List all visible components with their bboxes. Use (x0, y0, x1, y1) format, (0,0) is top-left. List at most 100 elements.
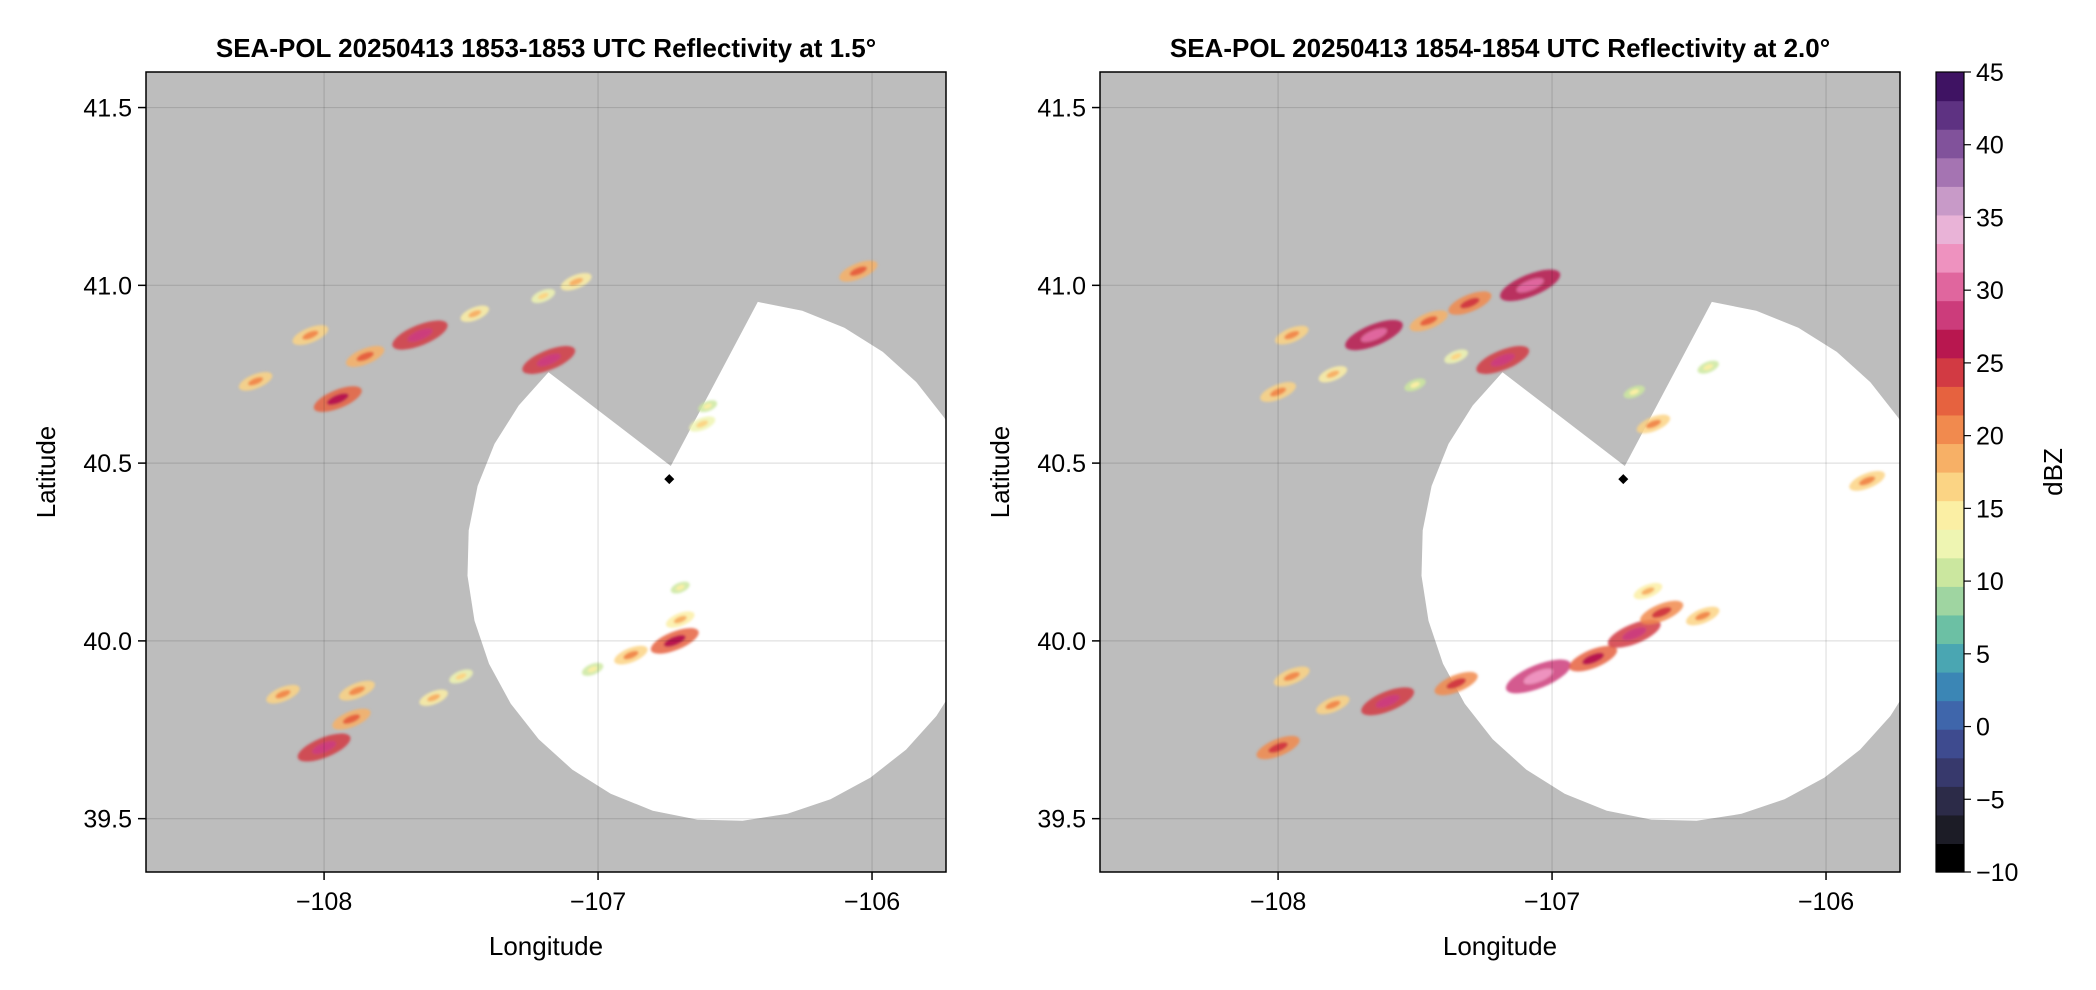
colorbar-swatch (1936, 214, 1964, 245)
colorbar-swatch (1936, 243, 1964, 273)
colorbar-tick-label: 35 (1976, 204, 2004, 232)
right-ticks: −108 −107 −106 39.5 40.0 40.5 41.0 41.5 (1037, 95, 1854, 916)
colorbar-swatch (1936, 414, 1964, 445)
reflectivity-core (673, 615, 687, 624)
reflectivity-core (587, 666, 598, 673)
left-ticks: −108 −107 −106 39.5 40.0 40.5 41.0 41.5 (83, 95, 900, 916)
colorbar-swatch (1936, 814, 1964, 845)
radar-coverage-left (467, 301, 988, 821)
colorbar-swatch (1936, 329, 1964, 359)
colorbar-tick-label: 20 (1976, 423, 2004, 451)
reflectivity-core (696, 420, 709, 428)
reflectivity-core (1523, 668, 1553, 685)
colorbar-tick-label: 5 (1976, 641, 1990, 669)
reflectivity-core (275, 690, 291, 699)
reflectivity-core (849, 266, 867, 276)
reflectivity-core (1410, 381, 1420, 388)
y-tick-label: 41.5 (83, 95, 132, 123)
left-cells (238, 260, 878, 762)
y-tick-label: 40.5 (1037, 450, 1086, 478)
reflectivity-core (675, 584, 685, 591)
colorbar-tick-label: 15 (1976, 495, 2004, 523)
colorbar-swatch (1936, 186, 1964, 216)
reflectivity-core (536, 353, 561, 367)
x-tick-label: −108 (1250, 888, 1306, 916)
reflectivity-core (1629, 389, 1640, 395)
colorbar-tick-label: 30 (1976, 277, 2004, 305)
reflectivity-core (1516, 278, 1544, 293)
colorbar-swatch (1936, 757, 1964, 787)
reflectivity-core (623, 650, 639, 660)
x-tick-label: −107 (570, 888, 626, 916)
panel-left: SEA-POL 20250413 1853-1853 UTC Reflectiv… (31, 33, 988, 961)
panel-left-title: SEA-POL 20250413 1853-1853 UTC Reflectiv… (216, 33, 876, 63)
reflectivity-core (703, 403, 712, 409)
grid-left (146, 72, 946, 872)
y-tick-label: 39.5 (1037, 806, 1086, 834)
colorbar-swatch (1936, 729, 1964, 759)
reflectivity-core (1446, 678, 1466, 689)
colorbar: 45 40 35 30 25 20 15 10 5 0 −5 −10 dBZ (1935, 59, 2068, 887)
reflectivity-core (1703, 364, 1714, 371)
y-tick-label: 40.5 (83, 450, 132, 478)
y-tick-label: 39.5 (83, 806, 132, 834)
colorbar-tick-label: 45 (1976, 59, 2004, 87)
plot-frame-left (145, 71, 947, 873)
reflectivity-core (1268, 742, 1288, 753)
reflectivity-core (1641, 587, 1655, 595)
reflectivity-core (1450, 353, 1462, 360)
colorbar-ticks: 45 40 35 30 25 20 15 10 5 0 −5 −10 (1964, 59, 2018, 887)
reflectivity-core (1360, 328, 1387, 342)
reflectivity-core (1270, 387, 1287, 397)
y-tick-label: 41.0 (83, 272, 132, 300)
colorbar-swatch (1936, 700, 1964, 730)
reflectivity-core (407, 328, 433, 342)
reflectivity-core (302, 330, 319, 340)
y-tick-label: 40.0 (83, 628, 132, 656)
colorbar-swatch (1936, 386, 1964, 416)
reflectivity-core (326, 393, 349, 405)
grid-right (1100, 72, 1900, 872)
reflectivity-core (1859, 476, 1876, 486)
colorbar-swatch (1936, 672, 1964, 702)
radar-site-marker (1618, 474, 1629, 485)
reflectivity-core (356, 351, 374, 362)
colorbar-swatch (1936, 529, 1964, 559)
panel-left-ylabel: Latitude (31, 426, 61, 519)
colorbar-tick-label: 10 (1976, 568, 2004, 596)
reflectivity-core (455, 673, 467, 680)
reflectivity-core (427, 694, 441, 702)
panel-right: SEA-POL 20250413 1854-1854 UTC Reflectiv… (985, 33, 1942, 961)
colorbar-swatch (1936, 157, 1964, 187)
x-tick-label: −106 (844, 888, 900, 916)
colorbar-swatch (1936, 72, 1964, 102)
colorbar-swatch (1936, 500, 1964, 530)
reflectivity-core (1622, 627, 1647, 641)
reflectivity-core (1326, 370, 1340, 378)
y-tick-label: 41.0 (1037, 272, 1086, 300)
reflectivity-core (342, 714, 361, 724)
reflectivity-core (1420, 316, 1438, 326)
colorbar-swatch (1936, 129, 1964, 159)
reflectivity-core (1582, 652, 1604, 665)
colorbar-label: dBZ (2038, 448, 2068, 496)
reflectivity-core (663, 635, 686, 647)
reflectivity-core (537, 292, 549, 300)
colorbar-tick-label: 25 (1976, 350, 2004, 378)
y-tick-label: 40.0 (1037, 628, 1086, 656)
reflectivity-core (1284, 330, 1300, 340)
reflectivity-core (248, 377, 264, 386)
panel-right-title: SEA-POL 20250413 1854-1854 UTC Reflectiv… (1170, 33, 1830, 63)
colorbar-swatch (1936, 586, 1964, 616)
colorbar-swatch (1936, 643, 1964, 673)
y-tick-label: 41.5 (1037, 95, 1086, 123)
reflectivity-core (1375, 695, 1400, 708)
panel-left-xlabel: Longitude (489, 931, 603, 961)
reflectivity-core (1325, 700, 1341, 710)
colorbar-swatch (1936, 557, 1964, 587)
colorbar-tick-label: 40 (1976, 132, 2004, 160)
colorbar-swatch (1936, 786, 1964, 816)
plot-frame-right (1099, 71, 1901, 873)
colorbar-swatch (1936, 443, 1964, 473)
reflectivity-core (1460, 297, 1480, 309)
